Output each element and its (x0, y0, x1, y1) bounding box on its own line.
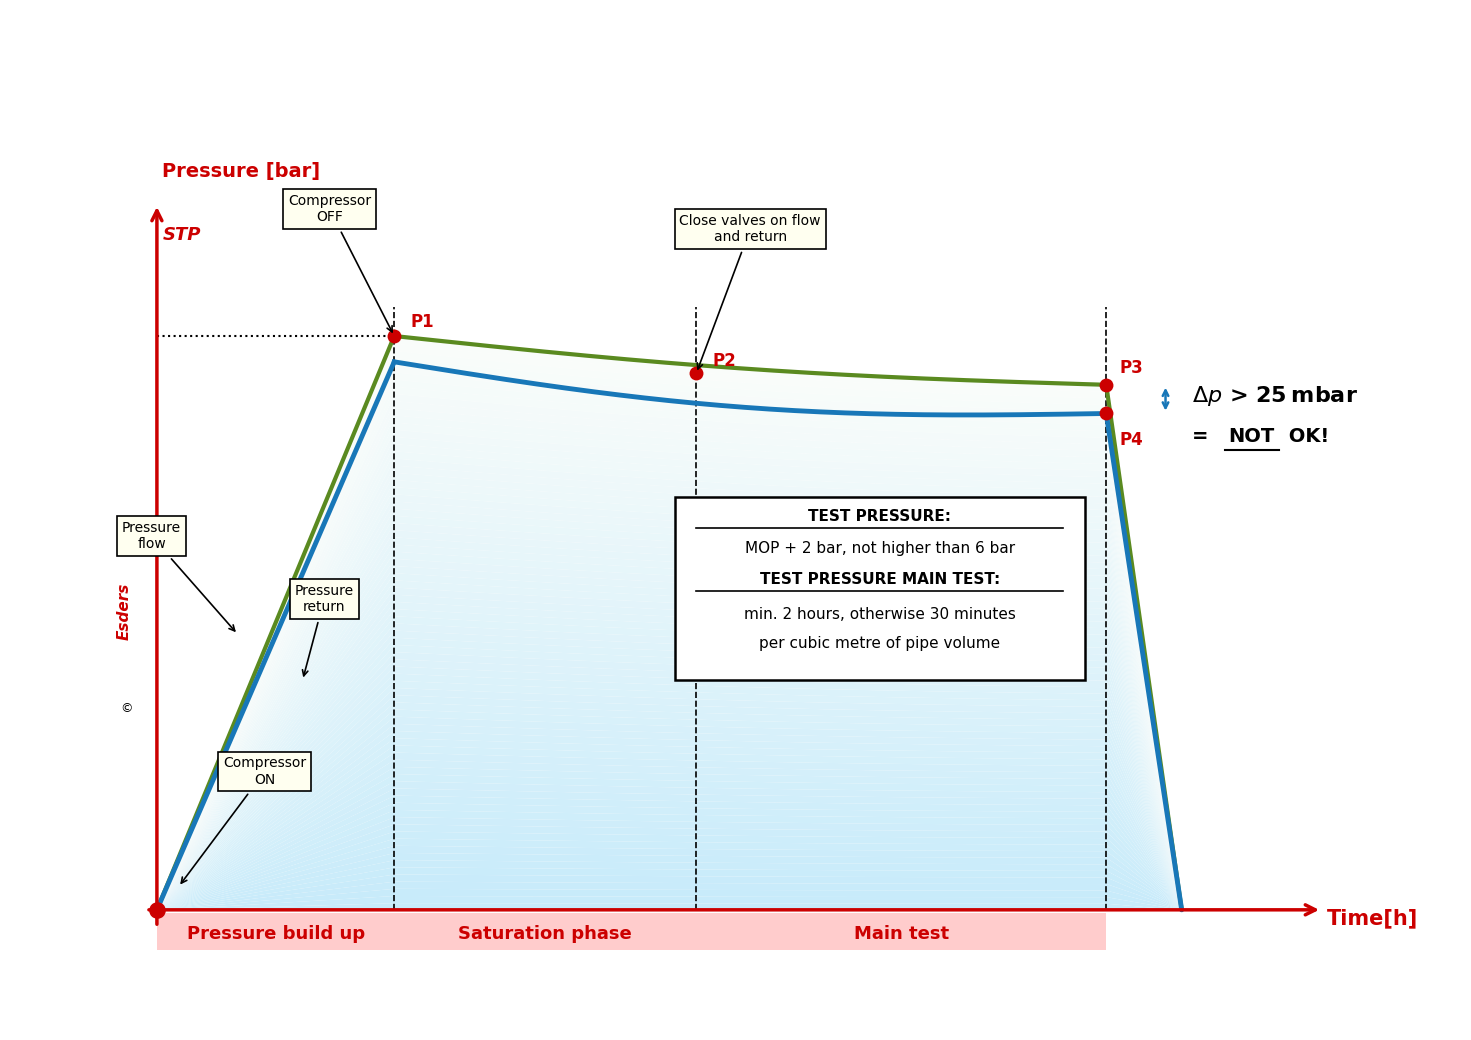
Text: TEST PRESSURE:: TEST PRESSURE: (808, 510, 952, 524)
Text: Esders: Esders (118, 582, 132, 641)
Point (146, 902, 169, 918)
Text: Pressure
flow: Pressure flow (122, 521, 235, 631)
Text: per cubic metre of pipe volume: per cubic metre of pipe volume (759, 635, 1000, 650)
Text: P3: P3 (1119, 360, 1143, 378)
Text: FW 602 Differential Pressure Measuring Method: FW 602 Differential Pressure Measuring M… (18, 33, 1453, 85)
Text: ©: © (121, 702, 132, 716)
Text: Pressure build up: Pressure build up (187, 925, 365, 942)
Text: P2: P2 (712, 353, 736, 370)
Text: NOT: NOT (1228, 427, 1274, 446)
Text: Pressure
return: Pressure return (294, 584, 353, 676)
Point (1094, 406, 1118, 422)
Bar (394, 913, 696, 950)
Text: Time[h]: Time[h] (1327, 908, 1418, 929)
Bar (675, 497, 1084, 680)
Bar (157, 913, 394, 950)
Text: min. 2 hours, otherwise 30 minutes: min. 2 hours, otherwise 30 minutes (744, 606, 1015, 622)
Point (684, 365, 708, 382)
Bar (696, 913, 1106, 950)
Text: Close valves on flow
and return: Close valves on flow and return (680, 214, 821, 369)
Text: OK!: OK! (1283, 427, 1330, 446)
Text: P1: P1 (410, 313, 434, 332)
Text: TEST PRESSURE MAIN TEST:: TEST PRESSURE MAIN TEST: (759, 572, 1000, 588)
Text: Main test: Main test (853, 925, 949, 942)
Text: P4: P4 (1119, 431, 1143, 449)
Text: Compressor
OFF: Compressor OFF (288, 194, 393, 332)
Text: Saturation phase: Saturation phase (459, 925, 633, 942)
Text: STP: STP (162, 227, 202, 244)
Text: Compressor
ON: Compressor ON (181, 756, 306, 883)
Point (382, 328, 406, 344)
Point (1094, 376, 1118, 393)
Text: Pressure [bar]: Pressure [bar] (162, 162, 321, 181)
Text: MOP + 2 bar, not higher than 6 bar: MOP + 2 bar, not higher than 6 bar (744, 541, 1015, 555)
Text: $\Delta p$ > 25 mbar: $\Delta p$ > 25 mbar (1193, 384, 1358, 409)
Text: =: = (1193, 427, 1215, 446)
